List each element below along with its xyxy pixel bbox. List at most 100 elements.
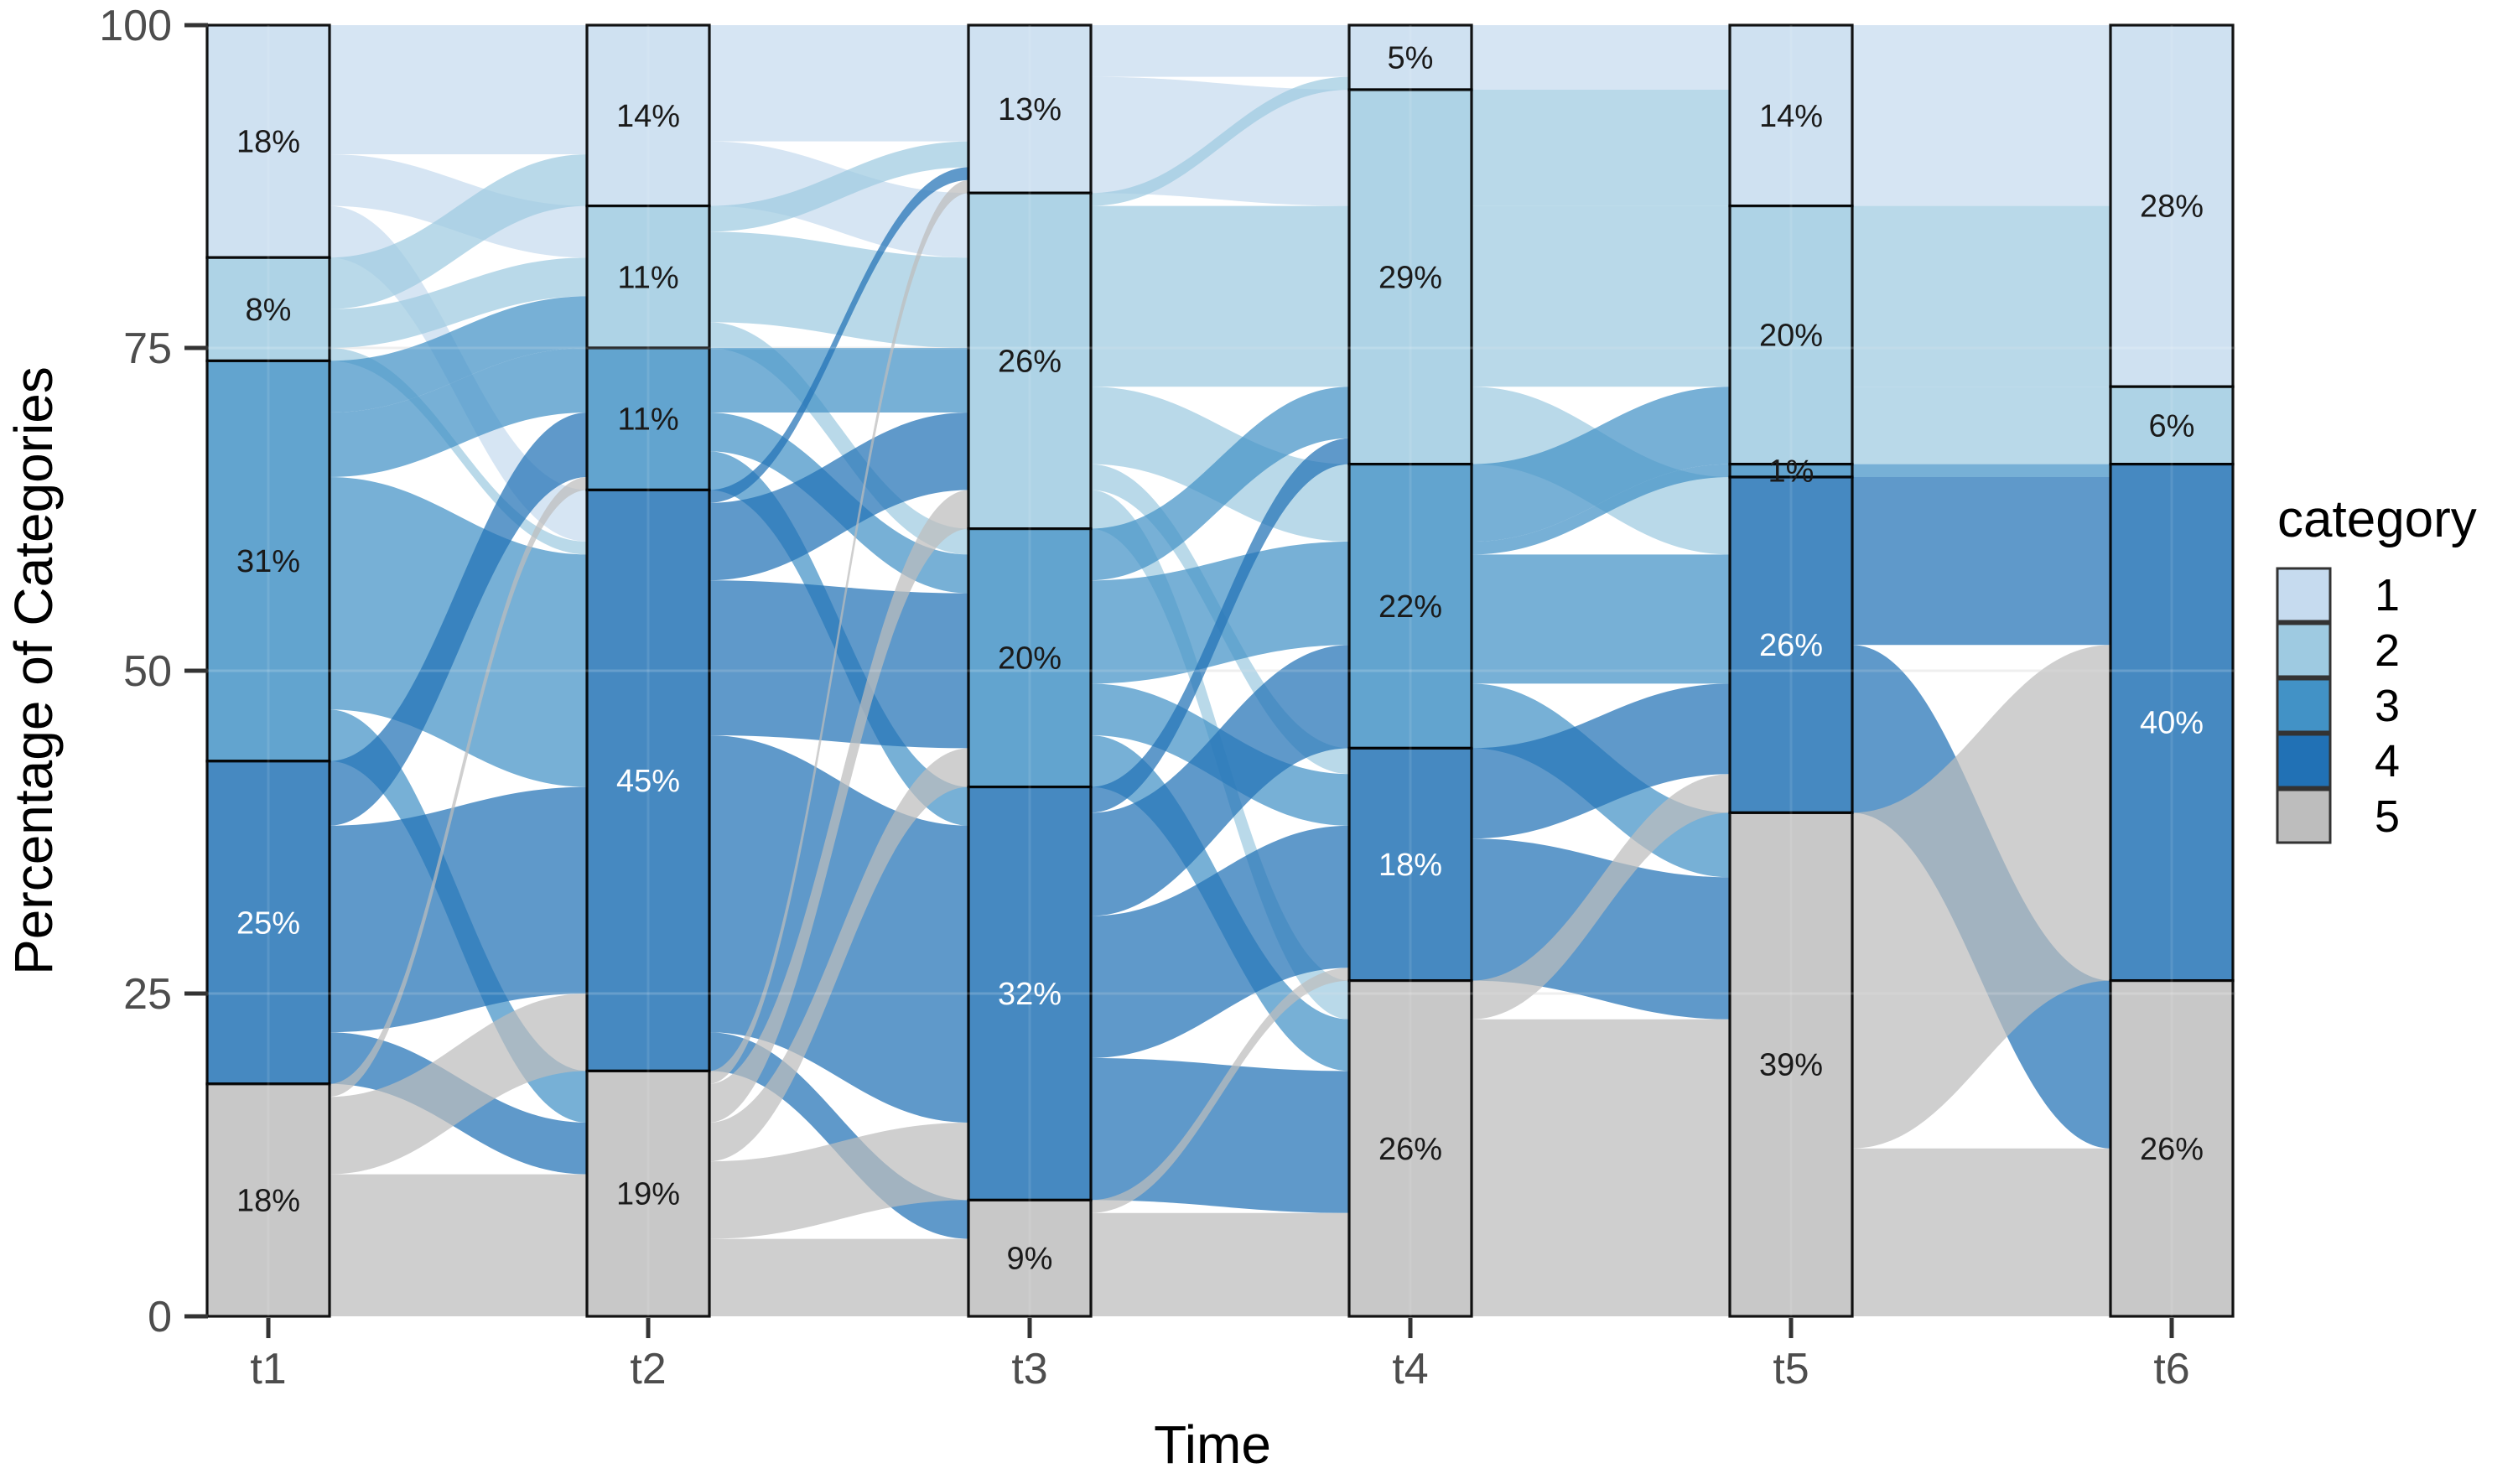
flow-t2-cat4-to-cat2 bbox=[709, 413, 969, 581]
flow-t4-cat3-to-cat4 bbox=[1471, 554, 1731, 684]
flow-t1-cat4-to-cat3 bbox=[329, 413, 588, 826]
flow-t2-cat5-to-cat4 bbox=[709, 1123, 969, 1239]
stratum-labels-layer: 18% 8% 31% 25% 18% 14% 11% 11% 45% 19% 13% 26% 20% 32… bbox=[236, 41, 2204, 1277]
flow-t5-cat2-to-cat2 bbox=[1851, 387, 2111, 464]
stratum-t3-cat5 bbox=[967, 1198, 1093, 1318]
stratum-t3-cat3 bbox=[967, 527, 1093, 789]
flow-t5-cat4-to-cat4 bbox=[1851, 477, 2111, 646]
stratum-label-t6-cat5: 26% bbox=[2140, 1132, 2204, 1167]
flow-t3-cat5-to-cat5 bbox=[1090, 1212, 1350, 1316]
stratum-t2-cat4 bbox=[585, 488, 711, 1073]
flow-t3-cat3-to-cat2 bbox=[1090, 387, 1350, 581]
stratum-label-t5-cat3: 1% bbox=[1768, 454, 1815, 489]
stratum-t4-cat2 bbox=[1347, 88, 1473, 466]
flow-t1-cat3-to-cat2 bbox=[329, 296, 588, 413]
stratum-label-t4-cat3: 22% bbox=[1378, 589, 1442, 625]
flow-t1-cat5-to-cat4 bbox=[329, 994, 588, 1175]
flow-t1-cat5-to-cat5 bbox=[329, 1174, 588, 1316]
flow-t2-cat5-to-cat5 bbox=[709, 1238, 969, 1316]
flow-t4-cat5-to-cat4 bbox=[1471, 774, 1731, 1020]
stratum-label-t1-cat2: 8% bbox=[246, 293, 292, 328]
stratum-t4-cat5 bbox=[1347, 978, 1473, 1318]
flow-t3-cat2-to-cat1 bbox=[1090, 76, 1350, 206]
x-tick-label-t2: t2 bbox=[630, 1345, 666, 1393]
flow-t5-cat5-to-cat4 bbox=[1851, 645, 2111, 1149]
flow-t2-cat5-to-cat2 bbox=[709, 490, 969, 1123]
flow-t2-cat5-to-cat1 bbox=[709, 179, 969, 1084]
legend-label-3: 3 bbox=[2375, 681, 2400, 731]
legend-key-3 bbox=[2276, 677, 2332, 734]
stratum-t1-cat3 bbox=[205, 359, 331, 763]
stratum-t5-cat4 bbox=[1728, 475, 1854, 814]
stratum-label-t4-cat5: 26% bbox=[1378, 1132, 1442, 1167]
y-axis-title: Percentage of Categories bbox=[3, 366, 64, 975]
stratum-label-t6-cat2: 6% bbox=[2149, 408, 2195, 444]
stratum-label-t3-cat5: 9% bbox=[1007, 1242, 1053, 1277]
stratum-label-t5-cat4: 26% bbox=[1759, 628, 1823, 663]
x-tick-label-t6: t6 bbox=[2153, 1345, 2189, 1393]
flows-layer bbox=[329, 25, 2111, 1316]
stratum-label-t2-cat4: 45% bbox=[616, 764, 680, 799]
x-tick-label-t1: t1 bbox=[250, 1345, 286, 1393]
x-tick-label-t4: t4 bbox=[1392, 1345, 1428, 1393]
legend-label-1: 1 bbox=[2375, 570, 2400, 620]
flow-t5-cat1-to-cat1 bbox=[1851, 25, 2111, 206]
stratum-t2-cat3 bbox=[585, 346, 711, 491]
flow-t3-cat2-to-cat2 bbox=[1090, 205, 1350, 387]
flow-t3-cat4-to-cat3 bbox=[1090, 645, 1350, 916]
flow-t1-cat4-to-cat4 bbox=[329, 786, 588, 1033]
legend-label-4: 4 bbox=[2375, 736, 2400, 786]
flow-t3-cat4-to-cat2 bbox=[1090, 438, 1350, 813]
stratum-label-t3-cat2: 26% bbox=[998, 344, 1062, 379]
stratum-label-t6-cat4: 40% bbox=[2140, 706, 2204, 741]
flow-t3-cat4-to-cat4 bbox=[1090, 825, 1350, 1058]
axes-layer: 0 25 50 75 100 t1 t2 t3 t4 t5 t6 bbox=[99, 2, 2189, 1393]
gridlines-overlay-layer bbox=[189, 25, 2235, 1316]
stratum-t3-cat4 bbox=[967, 785, 1093, 1201]
flow-t5-cat5-to-cat5 bbox=[1851, 1148, 2111, 1316]
legend-label-2: 2 bbox=[2375, 625, 2400, 676]
legend-key-2 bbox=[2276, 622, 2332, 678]
flow-t2-cat3-to-cat2 bbox=[709, 348, 969, 413]
stratum-label-t1-cat4: 25% bbox=[236, 905, 300, 941]
stratum-label-t6-cat1: 28% bbox=[2140, 189, 2204, 225]
stratum-label-t1-cat1: 18% bbox=[236, 125, 300, 160]
stratum-t1-cat4 bbox=[205, 760, 331, 1086]
flow-t4-cat5-to-cat5 bbox=[1471, 1019, 1731, 1316]
legend-key-1 bbox=[2276, 567, 2332, 623]
stratum-label-t5-cat5: 39% bbox=[1759, 1048, 1823, 1083]
stratum-t2-cat5 bbox=[585, 1069, 711, 1318]
stratum-label-t4-cat4: 18% bbox=[1378, 848, 1442, 883]
stratum-t6-cat4 bbox=[2109, 462, 2235, 983]
stratum-t1-cat5 bbox=[205, 1082, 331, 1318]
flow-t5-cat3-to-cat4 bbox=[1851, 464, 2111, 477]
stratum-t1-cat2 bbox=[205, 256, 331, 363]
stratum-label-t1-cat3: 31% bbox=[236, 544, 300, 579]
stratum-label-t5-cat2: 20% bbox=[1759, 319, 1823, 354]
stratum-label-t2-cat1: 14% bbox=[616, 99, 680, 134]
x-tick-label-t3: t3 bbox=[1011, 1345, 1047, 1393]
flow-t4-cat2-to-cat1 bbox=[1471, 90, 1731, 206]
stratum-t4-cat4 bbox=[1347, 746, 1473, 983]
stratum-t5-cat5 bbox=[1728, 811, 1854, 1318]
stratum-label-t1-cat5: 18% bbox=[236, 1183, 300, 1218]
flow-t2-cat2-to-cat2 bbox=[709, 231, 969, 348]
stratum-label-t2-cat3: 11% bbox=[617, 402, 678, 438]
flow-t1-cat2-to-cat1 bbox=[329, 154, 588, 309]
stratum-t5-cat2 bbox=[1728, 205, 1854, 466]
flow-t4-cat1-to-cat1 bbox=[1471, 25, 1731, 90]
stratum-t3-cat1 bbox=[967, 23, 1093, 195]
y-tick-label-25: 25 bbox=[123, 970, 172, 1019]
flow-t5-cat2-to-cat1 bbox=[1851, 205, 2111, 387]
y-tick-label-0: 0 bbox=[148, 1293, 172, 1341]
stratum-label-t5-cat1: 14% bbox=[1759, 99, 1823, 134]
x-tick-label-t5: t5 bbox=[1773, 1345, 1809, 1393]
flow-t4-cat3-to-cat2 bbox=[1471, 387, 1731, 542]
x-axis-title: Time bbox=[1154, 1414, 1271, 1475]
legend-title: category bbox=[2277, 490, 2477, 548]
legend-key-5 bbox=[2276, 788, 2332, 844]
flow-t2-cat2-to-cat3 bbox=[709, 322, 969, 555]
